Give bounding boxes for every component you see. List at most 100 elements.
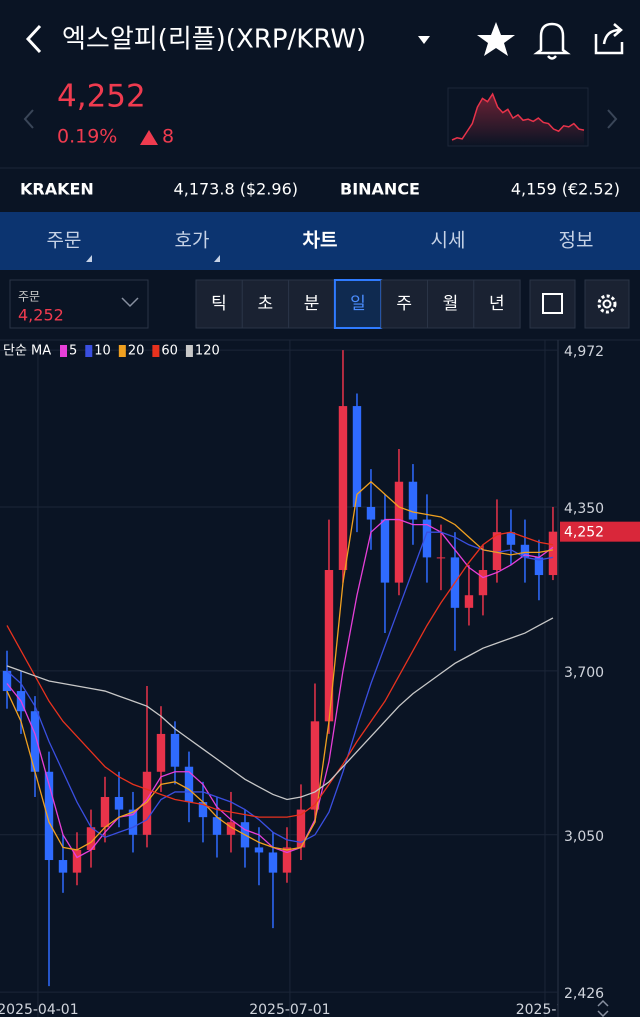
- candle-body: [114, 796, 124, 810]
- candle-body: [156, 733, 166, 772]
- tab[interactable]: 시세: [431, 230, 466, 252]
- candle-body: [282, 847, 292, 873]
- candle-body: [338, 406, 348, 571]
- period-label: 분: [304, 294, 320, 314]
- candle-body: [310, 721, 320, 810]
- tab[interactable]: 정보: [559, 230, 594, 252]
- candle-body: [58, 860, 68, 873]
- candle-body: [492, 532, 502, 571]
- settings-button[interactable]: [584, 279, 630, 329]
- share-button[interactable]: [594, 23, 624, 55]
- tab[interactable]: 주문: [47, 230, 82, 252]
- candle-body: [254, 847, 264, 853]
- plot-area: 2025-04-01 2025-07-01 2025-10: [0, 340, 575, 1017]
- sparkline: [451, 92, 585, 146]
- legend-label: 20: [128, 344, 145, 359]
- order-label: 주문: [18, 290, 40, 304]
- last-price-label: 4,252: [564, 525, 604, 541]
- candle-body: [72, 849, 82, 873]
- period-button[interactable]: [288, 279, 336, 329]
- candle-body: [268, 852, 278, 873]
- y-tick-label: 4,972: [564, 344, 604, 360]
- candle-body: [464, 595, 474, 608]
- legend-label: 10: [94, 344, 111, 359]
- period-button[interactable]: [241, 279, 290, 329]
- sparkline-line: [451, 92, 585, 141]
- layout-icon: [542, 293, 563, 314]
- legend-title: 단순 MA: [3, 344, 51, 359]
- candle-body: [422, 519, 432, 558]
- tab[interactable]: 차트: [303, 230, 338, 252]
- period-button[interactable]: [473, 279, 521, 329]
- alert-button[interactable]: [533, 22, 571, 60]
- legend-swatch: [85, 345, 93, 357]
- candle-body: [226, 822, 236, 835]
- tab-indicator: [214, 255, 220, 262]
- candle-body: [198, 802, 208, 818]
- x-tick-label: 2025-04-01: [0, 1002, 79, 1017]
- dropdown-arrow[interactable]: [418, 36, 430, 44]
- legend-label: 120: [195, 344, 220, 359]
- title[interactable]: 엑스알피(리플)(XRP/KRW): [62, 25, 366, 55]
- y-tick-label: 3,700: [564, 665, 604, 681]
- settings-icon: [597, 294, 617, 314]
- candle-body: [408, 481, 418, 520]
- candle-body: [44, 771, 54, 861]
- x-tick-label: 2025-10: [516, 1002, 575, 1017]
- candle-body: [324, 570, 334, 722]
- legend-swatch: [60, 345, 67, 357]
- candle-body: [380, 519, 390, 583]
- candle-body: [366, 506, 376, 520]
- layout-button[interactable]: [529, 279, 576, 329]
- y-tick-label: 3,050: [564, 829, 604, 845]
- price: 4,252: [57, 79, 146, 115]
- legend-swatch: [152, 345, 160, 357]
- order-box[interactable]: [9, 279, 149, 329]
- candle-body: [100, 796, 110, 828]
- up-triangle: [140, 130, 158, 145]
- period-label: 틱: [211, 294, 227, 314]
- tab[interactable]: 호가: [175, 230, 210, 252]
- exchange-name: BINANCE: [340, 180, 420, 199]
- change-pct: 0.19%: [57, 126, 117, 148]
- exchange-price: 4,173.8 ($2.96): [174, 180, 298, 199]
- favorite-button[interactable]: [477, 22, 515, 56]
- period-button[interactable]: [380, 279, 429, 329]
- candle-body: [394, 481, 404, 583]
- candle-body: [436, 557, 446, 559]
- exchange-name: KRAKEN: [20, 180, 94, 199]
- candle-body: [86, 827, 96, 850]
- candle-body: [534, 557, 544, 576]
- period-button[interactable]: [195, 279, 243, 329]
- order-dropdown[interactable]: [121, 297, 139, 308]
- candle-body: [30, 711, 40, 772]
- tab-bar: [0, 212, 640, 270]
- period-label: 년: [489, 294, 505, 314]
- candle-body: [128, 809, 138, 835]
- settings-icon: [602, 299, 612, 309]
- ma-line: [6, 531, 554, 818]
- period-label: 월: [443, 294, 459, 314]
- back-button[interactable]: [25, 24, 42, 54]
- period-button[interactable]: [333, 279, 383, 329]
- exchange-price: 4,159 (€2.52): [511, 180, 620, 199]
- prev-button[interactable]: [23, 109, 34, 129]
- candle-body: [352, 406, 362, 507]
- period-label: 주: [396, 294, 412, 314]
- legend-label: 5: [69, 344, 77, 359]
- candle-body: [2, 670, 12, 692]
- candle-body: [142, 771, 152, 835]
- ma-line: [6, 480, 554, 851]
- next-button[interactable]: [607, 109, 618, 129]
- candle-body: [296, 809, 306, 848]
- order-value: 4,252: [18, 306, 64, 325]
- x-tick-label: 2025-07-01: [249, 1002, 330, 1017]
- change: 8: [162, 126, 174, 148]
- ma-line: [6, 518, 554, 859]
- y-tick-label: 4,350: [564, 501, 604, 517]
- period-button[interactable]: [427, 279, 475, 329]
- scroll-handle[interactable]: [597, 999, 609, 1017]
- period-label: 일: [350, 294, 366, 314]
